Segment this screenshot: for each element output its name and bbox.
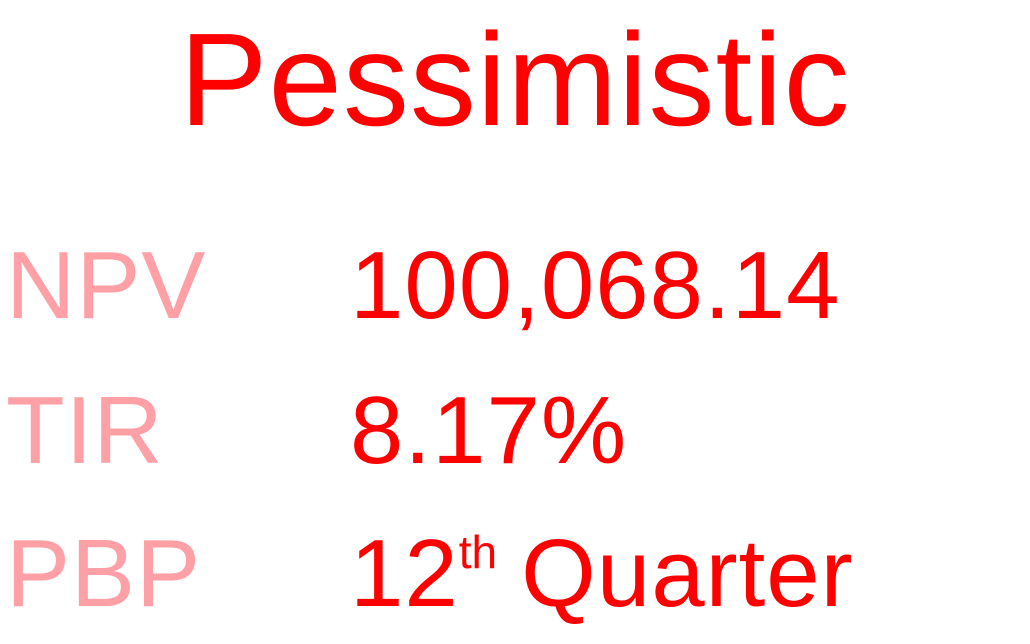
- tir-value: 8.17%: [350, 377, 628, 484]
- scenario-title: Pessimistic: [179, 6, 851, 153]
- tir-label: TIR: [6, 377, 164, 484]
- npv-value: 100,068.14: [350, 232, 841, 339]
- pbp-value-unit: Quarter: [521, 520, 854, 627]
- pbp-value: 12th Quarter: [350, 526, 854, 622]
- pbp-value-suffix: th: [458, 526, 498, 578]
- pbp-label: PBP: [6, 520, 202, 627]
- pbp-value-number: 12: [350, 520, 459, 627]
- npv-label: NPV: [6, 232, 207, 339]
